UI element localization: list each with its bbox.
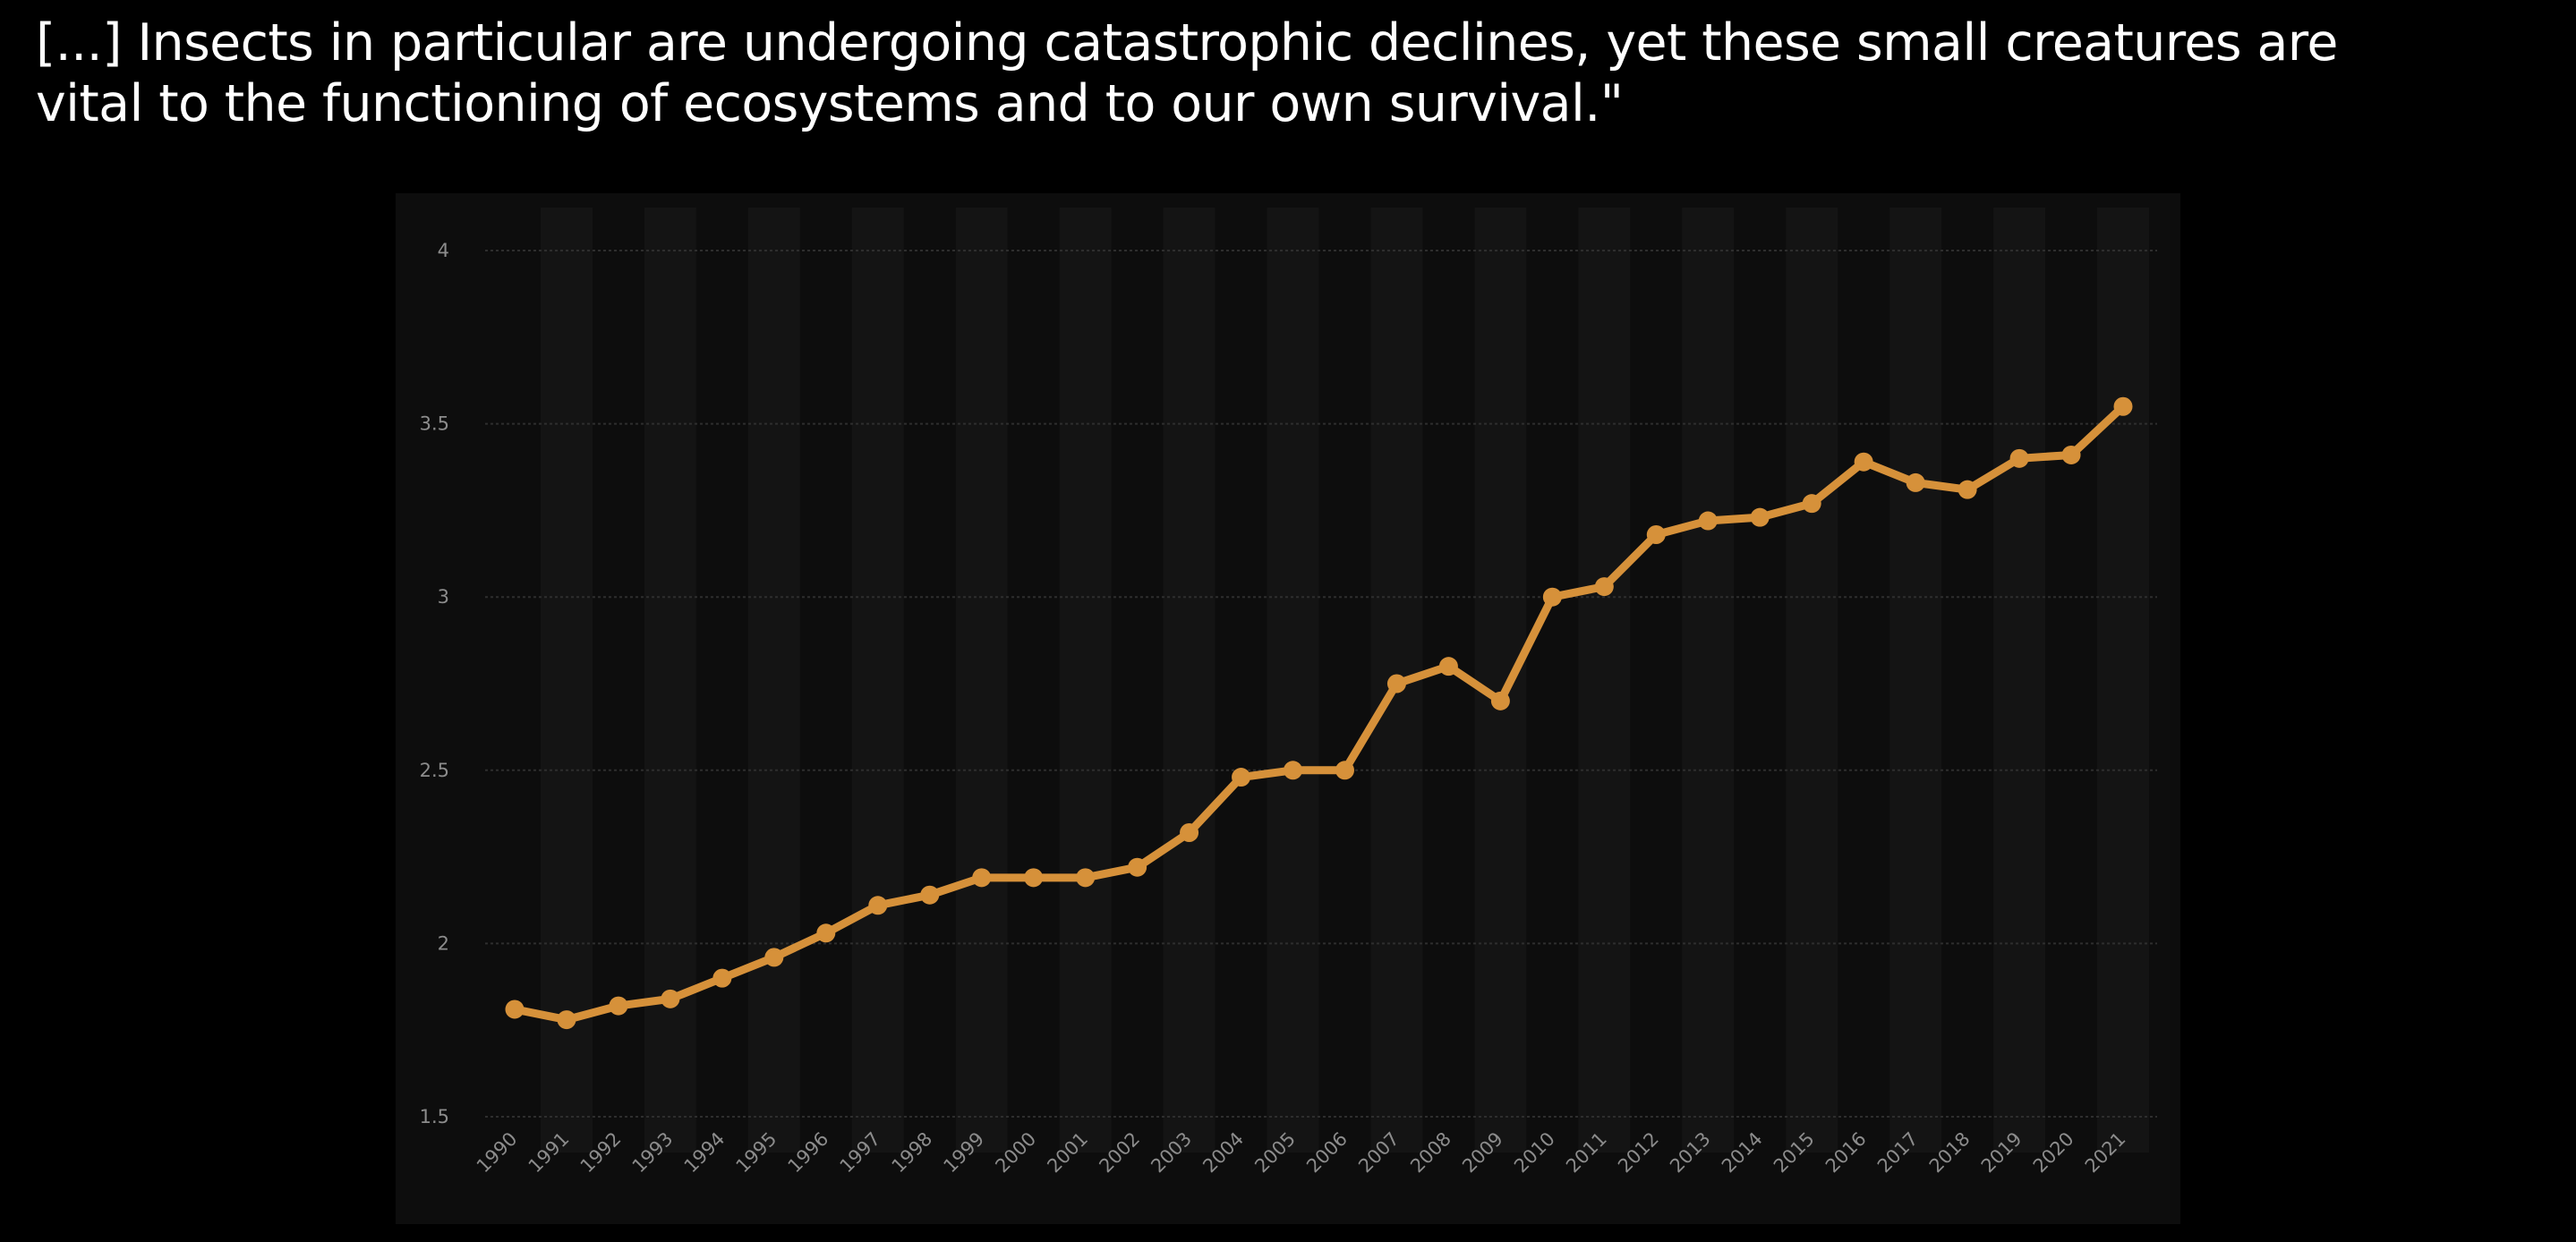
y-tick-label: 1.5 (420, 1106, 449, 1127)
data-point (1438, 657, 1458, 676)
column-band (644, 208, 696, 1153)
data-point (1750, 507, 1770, 527)
data-point (1232, 768, 1251, 787)
data-point (2009, 448, 2029, 468)
data-point (1284, 761, 1303, 780)
y-tick-label: 4 (438, 240, 449, 261)
data-point (2061, 445, 2081, 464)
grid-lines (485, 250, 2157, 1118)
data-point (920, 885, 940, 905)
line-chart: 43.532.521.5 1990 1991 1992 1993 1994 1995 199… (420, 208, 2157, 1178)
data-points (505, 396, 2133, 1030)
column-band (1682, 208, 1735, 1153)
data-point (661, 989, 680, 1008)
column-band (851, 208, 904, 1153)
chart-panel: 4 3.5 3 2.5 2 1.5 1990 1991 1992 1993 1994 1995 199… (396, 193, 2180, 1224)
column-band (1267, 208, 1319, 1153)
column-band (2097, 208, 2149, 1153)
column-bands (540, 208, 2149, 1153)
data-point (1906, 472, 1925, 492)
data-point (1698, 511, 1718, 531)
data-point (764, 948, 784, 967)
data-point (1646, 525, 1666, 545)
data-point (1335, 761, 1354, 780)
data-point (1802, 494, 1821, 514)
data-point (1958, 480, 1977, 499)
data-point (972, 868, 992, 888)
column-band (1163, 208, 1215, 1153)
column-band (747, 208, 800, 1153)
series-line (510, 402, 2128, 1025)
data-point (868, 896, 888, 915)
y-tick-label: 2.5 (420, 760, 449, 781)
data-point (1076, 868, 1096, 888)
quote-line-1: [...] Insects in particular are undergoi… (36, 13, 2338, 72)
series-line-group (510, 402, 2128, 1025)
column-band (1059, 208, 1112, 1153)
data-point (1594, 577, 1614, 597)
data-point (2113, 396, 2133, 416)
quote-text: [...] Insects in particular are undergoi… (36, 13, 2569, 134)
quote-line-2: vital to the functioning of ecosystems a… (36, 74, 1624, 133)
column-band (1474, 208, 1527, 1153)
data-point (1180, 822, 1199, 842)
y-tick-label: 3.5 (420, 413, 449, 435)
data-point (1490, 691, 1510, 710)
data-point (557, 1010, 576, 1030)
data-point (1542, 587, 1562, 607)
y-tick-label: 2 (438, 932, 449, 954)
column-band (1993, 208, 2046, 1153)
y-axis-ticks: 4 3.5 3 2.5 2 1.5 (420, 240, 449, 1127)
column-band (1786, 208, 1838, 1153)
data-point (609, 996, 628, 1016)
column-band (955, 208, 1008, 1153)
data-point (1854, 452, 1873, 472)
data-point (505, 1000, 525, 1019)
column-band (1889, 208, 1942, 1153)
y-tick-label: 3 (438, 586, 449, 608)
column-band (1578, 208, 1631, 1153)
column-band (540, 208, 593, 1153)
data-point (1128, 857, 1147, 877)
data-point (816, 923, 836, 943)
data-point (1024, 868, 1044, 888)
data-point (712, 968, 732, 988)
data-point (1386, 674, 1406, 693)
x-tick-label: 1990 (473, 1128, 522, 1178)
